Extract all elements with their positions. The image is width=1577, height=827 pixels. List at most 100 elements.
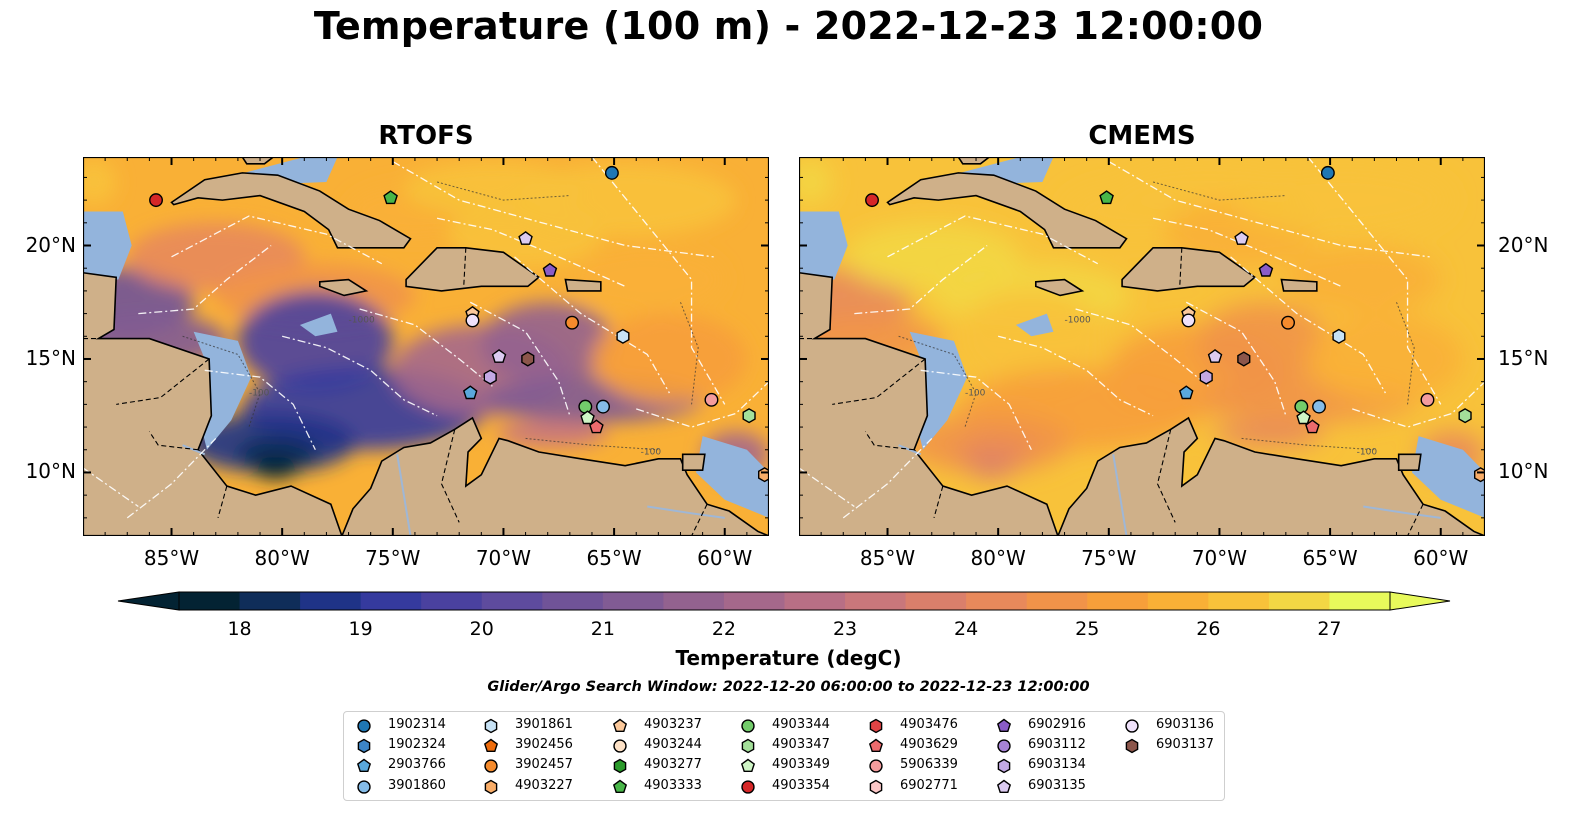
float-marker-6903135 (491, 349, 507, 363)
float-marker-4903333 (383, 190, 398, 205)
float-marker-5906339 (704, 392, 719, 407)
legend-marker-hexagon (997, 759, 1011, 774)
country-border (1179, 247, 1183, 289)
eez-boundary (469, 301, 571, 416)
colorbar-bin (966, 592, 1028, 610)
colorbar-bin (723, 592, 785, 610)
legend-label: 4903244 (644, 737, 702, 753)
river (647, 505, 725, 519)
float-marker-6903135 (1234, 231, 1249, 245)
float-marker-4903354 (149, 193, 163, 208)
search-window-text: Glider/Argo Search Window: 2022-12-20 06… (487, 679, 1090, 695)
float-marker-3901861 (616, 328, 630, 344)
colorbar-bin (1329, 592, 1391, 610)
eez-boundary (842, 437, 933, 519)
legend-label: 6902916 (1028, 717, 1086, 732)
country-border (440, 429, 460, 523)
float-marker-4903629 (589, 419, 604, 434)
land-area (1280, 278, 1318, 292)
eez-boundary (1352, 381, 1485, 428)
legend-label: 3902456 (515, 737, 573, 753)
legend-label: 2903766 (388, 757, 446, 773)
shelf-area (1015, 313, 1054, 337)
eez-boundary (204, 369, 316, 451)
legend-label: 4903237 (644, 717, 702, 732)
bathymetry-contour (1152, 181, 1286, 201)
colorbar-bin (360, 592, 422, 610)
country-border (864, 431, 915, 451)
country-border (691, 503, 708, 536)
float-marker-6903134 (1199, 369, 1213, 385)
colorbar-tick-label: 23 (832, 618, 858, 640)
colorbar-extend-high (1389, 591, 1451, 611)
float-marker-4903354 (865, 193, 879, 208)
legend-label: 6902771 (900, 777, 958, 793)
shelf-area (299, 313, 338, 337)
colorbar-title: Temperature (degC) (675, 646, 902, 670)
river (1112, 454, 1128, 536)
eez-boundary (83, 467, 139, 508)
bathymetry-contour (898, 335, 977, 428)
lat-tick-label: 10°N (25, 459, 76, 484)
colorbar-bin (663, 592, 725, 610)
legend-label: 1902324 (388, 737, 446, 753)
shelf-area (695, 436, 769, 518)
legend-label: 1902314 (388, 717, 446, 732)
legend-marker-circle (484, 759, 498, 774)
float-marker-6903135 (518, 231, 533, 245)
legend-label: 6903137 (1156, 737, 1214, 753)
float-marker-6903134 (483, 369, 497, 385)
figure-title: Temperature (100 m) - 2022-12-23 12:00:0… (313, 4, 1264, 48)
float-marker-2903766 (1178, 385, 1194, 400)
float-marker-4903347 (1458, 408, 1472, 424)
float-marker-6902916 (1258, 262, 1274, 277)
float-marker-4903629 (1305, 419, 1320, 434)
map-panel-cmems: -100 -1000 -100 (799, 157, 1485, 536)
lon-tick-label: 80°W (970, 546, 1026, 570)
lat-tick-label: 15°N (25, 345, 76, 370)
lon-tick-label: 85°W (859, 546, 916, 570)
land-area (1397, 453, 1422, 471)
colorbar-tick-label: 22 (711, 618, 737, 640)
eez-boundary (392, 160, 714, 258)
land-area (1034, 278, 1085, 297)
colorbar-bin (239, 592, 301, 610)
country-border (116, 358, 210, 405)
legend-marker-pentagon (483, 738, 499, 753)
land-area (799, 271, 1059, 536)
legend-label: 4903476 (900, 717, 958, 732)
lon-tick-label: 65°W (1302, 546, 1358, 570)
legend-marker-hexagon (484, 779, 498, 794)
land-area (170, 172, 412, 249)
colorbar-tick-label: 20 (469, 618, 494, 640)
colorbar-bin (1026, 592, 1088, 610)
lat-tick-label: 15°N (1498, 345, 1549, 370)
river (396, 454, 412, 536)
panel-title-rtofs: RTOFS (378, 121, 474, 151)
bathymetry-contour (680, 302, 699, 405)
eez-boundary (138, 244, 272, 315)
shelf-area (83, 211, 132, 280)
float-marker-5906339 (1420, 392, 1435, 407)
colorbar-bin (481, 592, 543, 610)
legend-label: 5906339 (900, 757, 958, 773)
colorbar-tick-label: 25 (1075, 618, 1100, 640)
country-border (463, 247, 467, 289)
legend-marker-hexagon (741, 738, 755, 754)
colorbar-bin (300, 592, 362, 610)
lon-tick-label: 75°W (1081, 546, 1137, 570)
legend-marker-hexagon (484, 718, 498, 734)
float-marker-6903136 (1181, 313, 1196, 328)
float-marker-6903136 (465, 313, 480, 328)
eez-boundary (126, 437, 217, 519)
eez-boundary (171, 215, 383, 265)
map-panel-rtofs: -100 -1000 -100 (83, 157, 769, 536)
legend-marker-pentagon (356, 759, 372, 773)
bathymetry-contour (182, 335, 261, 428)
map-frame (799, 157, 1485, 536)
country-border (148, 431, 199, 451)
eez-boundary (920, 369, 1032, 451)
colorbar-bin (179, 592, 241, 610)
lat-tick-label: 20°N (1498, 232, 1549, 257)
shelf-area (799, 211, 848, 280)
